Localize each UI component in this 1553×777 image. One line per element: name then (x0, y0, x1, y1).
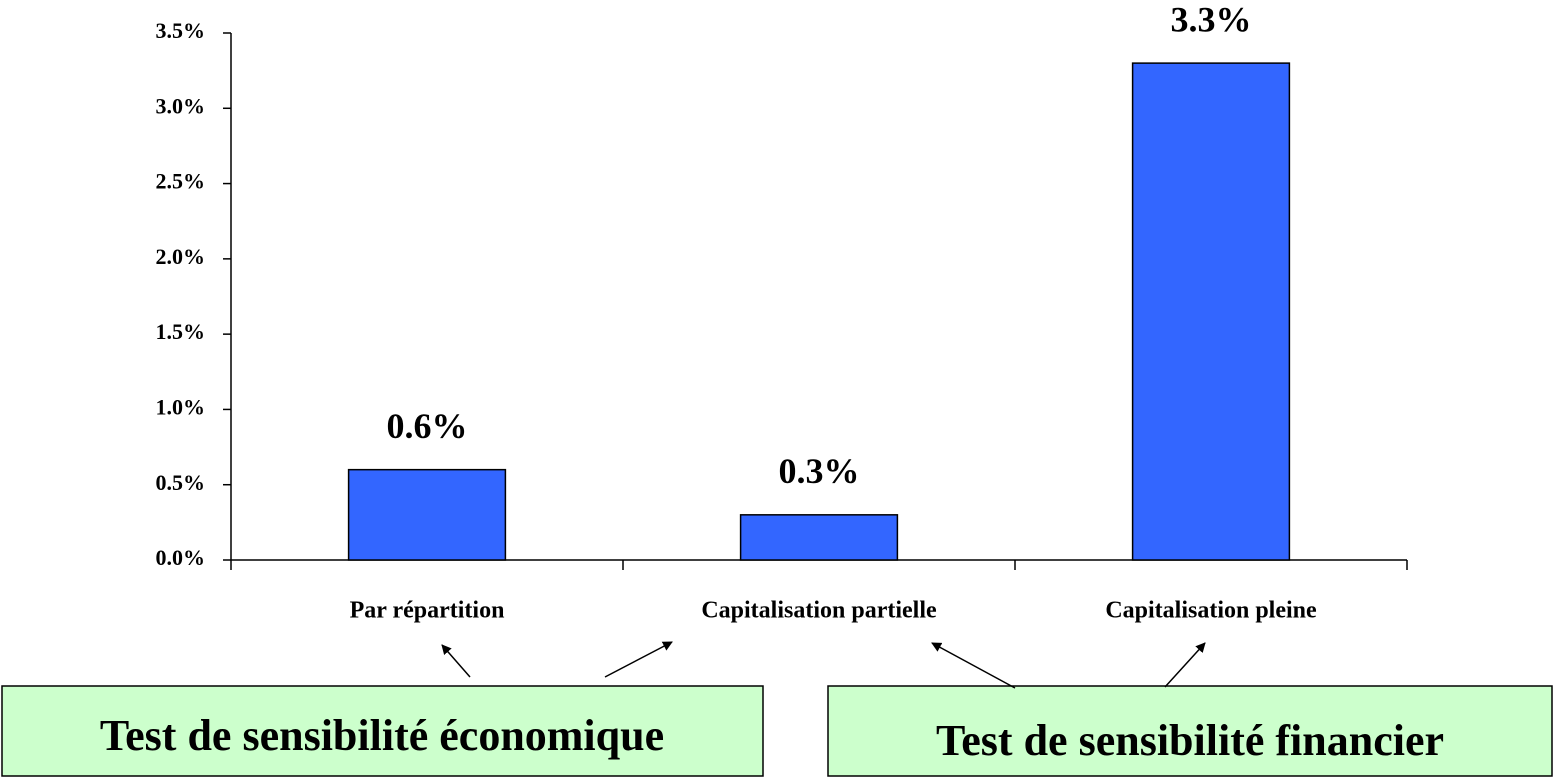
y-tick-label: 1.5% (156, 319, 206, 344)
arrow (604, 641, 673, 678)
value-label: 0.6% (387, 406, 468, 446)
arrow (931, 642, 1016, 689)
x-tick-label: Par répartition (350, 598, 505, 624)
arrows (441, 641, 1206, 689)
y-tick-label: 2.5% (156, 169, 206, 194)
annotation: Test de sensibilité financier (936, 716, 1444, 765)
bar (739, 514, 899, 561)
y-tick-label: 1.0% (156, 394, 206, 419)
value-label: 3.3% (1171, 0, 1252, 39)
x-tick-label: Capitalisation partielle (701, 598, 937, 624)
arrow (1164, 642, 1206, 688)
x-tick-label: Capitalisation pleine (1105, 598, 1317, 624)
y-tick-label: 3.0% (156, 93, 206, 118)
value-label: 0.3% (779, 451, 860, 491)
y-tick-label: 2.0% (156, 244, 206, 269)
bar (347, 468, 507, 561)
annotation: Test de sensibilité économique (100, 711, 664, 760)
annotation-box (1, 685, 764, 777)
annotation-box (827, 685, 1553, 777)
y-tick-label: 3.5% (156, 18, 206, 43)
bar (1131, 62, 1291, 561)
y-tick-label: 0.5% (156, 470, 206, 495)
y-tick-label: 0.0% (156, 545, 206, 570)
arrow (441, 644, 471, 678)
